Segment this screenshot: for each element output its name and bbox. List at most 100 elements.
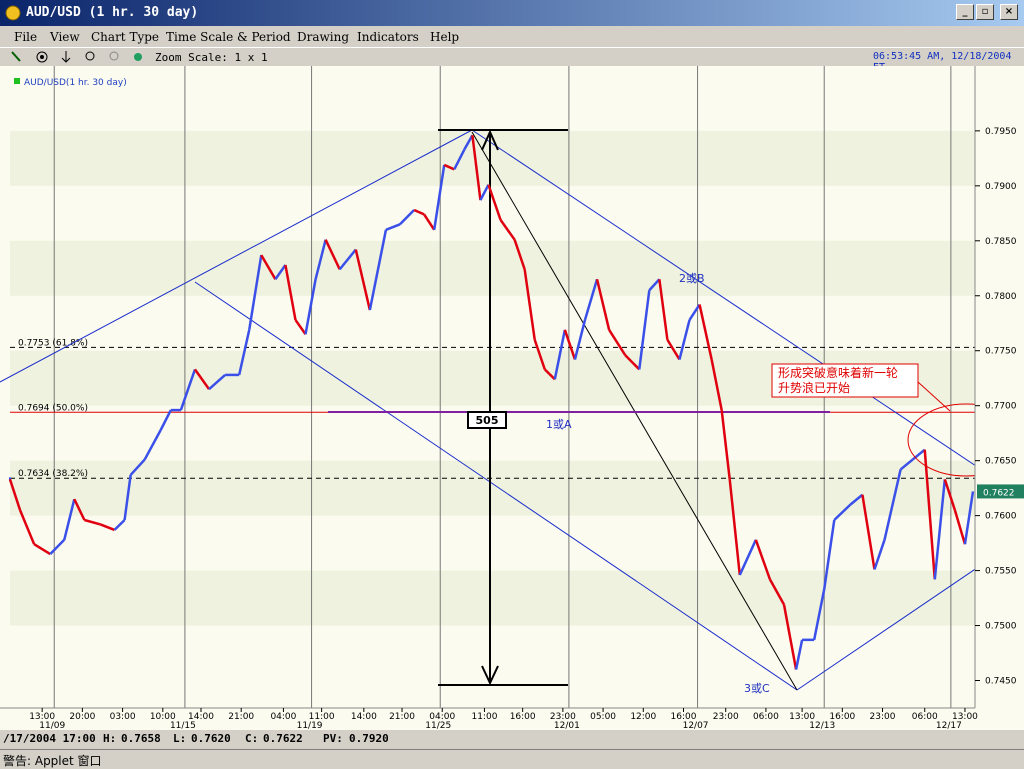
status-field: H:	[103, 732, 117, 745]
x-tick-label: 20:00	[69, 712, 95, 722]
legend: AUD/USD(1 hr. 30 day)	[24, 78, 127, 88]
grid-band	[10, 460, 975, 516]
price-segment	[698, 304, 713, 360]
title-bar: AUD/USD (1 hr. 30 day) _ ▫ ×	[0, 0, 1024, 26]
price-segment	[423, 213, 436, 231]
price-segment	[688, 303, 701, 321]
point-tool[interactable]	[36, 51, 48, 63]
price-segment	[608, 329, 627, 356]
price-segment	[385, 223, 401, 231]
price-segment	[63, 498, 76, 541]
highlight-ellipse	[907, 403, 1024, 477]
x-tick-label: 16:00	[510, 712, 536, 722]
price-segment	[911, 448, 926, 461]
price-segment	[159, 409, 172, 431]
price-segment	[443, 163, 455, 171]
x-tick-label: 23:00	[870, 712, 896, 722]
price-segment	[237, 329, 251, 376]
fib-label: 0.7634 (38.2%)	[18, 469, 88, 479]
price-segment	[84, 518, 101, 526]
price-segment	[73, 498, 86, 521]
x-tick-label: 16:00	[671, 712, 697, 722]
window-title: AUD/USD (1 hr. 30 day)	[26, 5, 199, 20]
grid-band	[10, 570, 975, 626]
price-segment	[595, 278, 611, 331]
x-tick-label: 11:00	[309, 712, 335, 722]
line-tool[interactable]	[11, 51, 21, 62]
price-segment	[274, 264, 287, 280]
x-tick-label: 14:00	[188, 712, 214, 722]
price-segment	[499, 219, 516, 241]
price-series	[8, 134, 975, 670]
zoom-out[interactable]	[109, 51, 119, 61]
date-label: 12/07	[683, 721, 709, 730]
date-label: 12/01	[554, 721, 580, 730]
price-segment	[861, 494, 876, 570]
last-price-label: 0.7622	[983, 488, 1015, 498]
price-segment	[873, 539, 886, 570]
price-segment	[710, 359, 723, 411]
close-button[interactable]: ×	[1000, 4, 1018, 20]
note-pointer	[917, 381, 951, 412]
arrow-tool[interactable]	[61, 51, 71, 63]
zoom-in[interactable]	[85, 51, 95, 61]
date-label: 12/17	[936, 721, 962, 730]
price-segment	[8, 478, 22, 511]
wave-label: 2或B	[679, 272, 705, 285]
price-segment	[33, 543, 51, 556]
price-segment	[953, 509, 967, 545]
price-axis	[975, 66, 1024, 708]
reset-tool[interactable]	[134, 53, 142, 61]
y-tick-label: 0.7500	[985, 622, 1017, 632]
price-segment	[553, 329, 567, 380]
measure-box	[467, 411, 507, 429]
date-label: 11/19	[297, 721, 323, 730]
status-field: PV:	[323, 732, 343, 745]
price-segment	[933, 479, 947, 580]
x-tick-label: 04:00	[429, 712, 455, 722]
time-axis	[0, 708, 1024, 730]
price-segment	[849, 493, 864, 506]
price-segment	[573, 319, 587, 360]
x-tick-label: 14:00	[351, 712, 377, 722]
price-segment	[523, 269, 536, 340]
price-segment	[812, 589, 826, 641]
price-segment	[368, 229, 388, 311]
menu-item[interactable]: Drawing	[297, 30, 350, 44]
price-segment	[658, 279, 669, 340]
y-tick-label: 0.7650	[985, 457, 1017, 467]
minimize-button[interactable]: _	[956, 4, 974, 20]
trend-line	[0, 129, 473, 383]
fib-label: 0.7753 (61.8%)	[18, 338, 88, 348]
axes: 0.7950 0.7900 0.7850 0.7800 0.7750 0.7700 0.76…	[29, 127, 1024, 730]
y-tick-label: 0.7700	[985, 402, 1017, 412]
x-tick-label: 05:00	[590, 712, 616, 722]
trend-line	[471, 129, 1024, 499]
menu-item[interactable]: Indicators	[357, 30, 419, 44]
price-segment	[543, 368, 556, 381]
price-segment	[624, 354, 641, 371]
toolbar: Zoom Scale: 1 x 1 06:53:45 AM, 12/18/200…	[0, 47, 1024, 73]
menu-item[interactable]: View	[50, 30, 80, 44]
menu-item[interactable]: Help	[430, 30, 460, 44]
price-segment	[899, 458, 914, 471]
price-segment	[208, 373, 226, 391]
price-segment	[123, 474, 132, 521]
menu-item[interactable]: File	[14, 30, 38, 44]
footer-text: 警告: Applet 窗口	[3, 754, 102, 768]
measure-tool	[438, 129, 568, 686]
measure-label: 505	[476, 414, 499, 427]
price-segment	[284, 264, 297, 321]
maximize-button[interactable]: ▫	[976, 4, 994, 20]
price-segment	[453, 148, 466, 170]
price-segment	[583, 278, 599, 321]
menu-item[interactable]: Chart Type	[91, 30, 160, 44]
x-tick-label: 11:00	[471, 712, 497, 722]
price-segment	[248, 254, 263, 331]
status-field: C:	[245, 732, 259, 745]
footer: 警告: Applet 窗口	[0, 749, 1024, 769]
price-segment	[513, 239, 526, 270]
status-field: /17/2004 17:00	[3, 732, 96, 745]
menu-item[interactable]: Time Scale & Period	[166, 30, 291, 44]
tool-icons	[11, 51, 142, 63]
